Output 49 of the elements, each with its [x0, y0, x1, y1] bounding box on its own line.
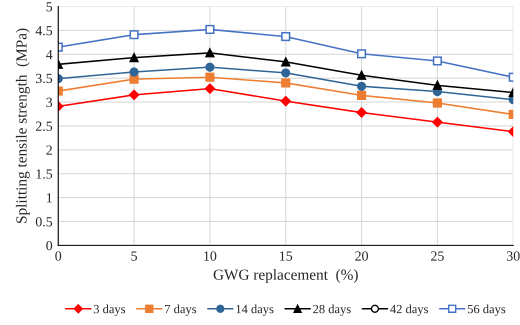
legend-label: 3 days: [94, 304, 126, 316]
x-tick-label: 15: [280, 251, 292, 261]
point: [128, 90, 140, 100]
point: [205, 72, 214, 82]
point: [129, 53, 139, 62]
y-tick-label: 2: [46, 145, 52, 155]
y-tick-label: 4.5: [36, 26, 52, 36]
point: [356, 107, 367, 118]
point: [281, 68, 290, 78]
point: [356, 70, 366, 80]
point: [205, 24, 214, 34]
legend-label: 42 days: [390, 304, 428, 316]
y-tick-label: 0: [46, 240, 52, 250]
point: [129, 67, 139, 77]
point: [356, 90, 366, 100]
point: [205, 62, 214, 72]
y-tick-label: 0.5: [36, 217, 52, 227]
x-tick-label: 30: [506, 251, 520, 261]
y-tick-label: 5: [46, 2, 52, 12]
y-tick-label: 1: [46, 193, 52, 202]
legend-label: 14 days: [236, 304, 274, 316]
x-tick-label: 25: [431, 251, 444, 261]
y-tick-label: 3: [46, 98, 52, 108]
legend-label: 56 days: [468, 304, 506, 316]
point: [281, 32, 290, 42]
legend-label: 28 days: [313, 304, 351, 316]
point: [432, 56, 442, 66]
x-tick-label: 5: [131, 251, 138, 261]
y-tick-label: 4: [46, 50, 52, 60]
x-tick-label: 0: [55, 251, 62, 261]
x-tick-label: 20: [355, 251, 368, 261]
y-tick-label: 1.5: [36, 169, 52, 179]
legend-label: 7 days: [165, 304, 196, 316]
point: [281, 78, 290, 88]
point: [281, 57, 290, 67]
point: [356, 49, 366, 58]
point: [432, 98, 442, 108]
y-axis-title: Splitting tensile strength (MPa): [16, 28, 30, 223]
y-tick-label: 2.5: [36, 122, 52, 131]
point: [432, 116, 443, 128]
point: [432, 80, 442, 90]
x-axis-title: GWG replacement (%): [214, 269, 358, 283]
y-tick-label: 3.5: [36, 74, 52, 84]
point: [356, 82, 366, 91]
x-tick-label: 10: [204, 251, 216, 261]
point: [205, 48, 214, 58]
point: [280, 96, 291, 106]
point: [129, 30, 139, 40]
point: [204, 83, 216, 94]
